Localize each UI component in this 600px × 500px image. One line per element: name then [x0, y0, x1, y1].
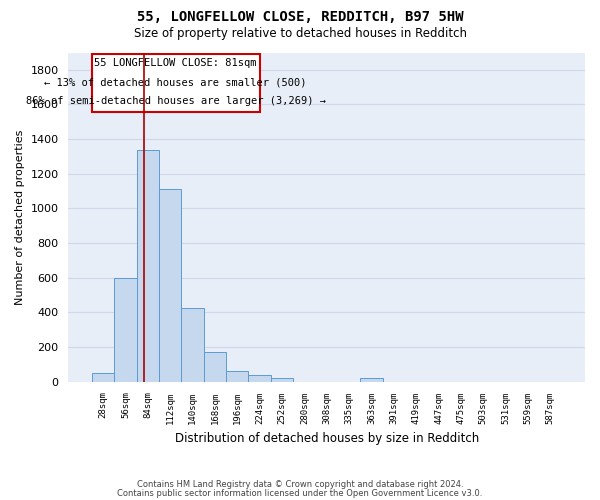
Bar	[92, 373, 114, 382]
Text: Contains public sector information licensed under the Open Government Licence v3: Contains public sector information licen…	[118, 488, 482, 498]
Text: 55, LONGFELLOW CLOSE, REDDITCH, B97 5HW: 55, LONGFELLOW CLOSE, REDDITCH, B97 5HW	[137, 10, 463, 24]
X-axis label: Distribution of detached houses by size in Redditch: Distribution of detached houses by size …	[175, 432, 479, 445]
Bar	[226, 372, 248, 382]
Bar	[248, 375, 271, 382]
Text: Contains HM Land Registry data © Crown copyright and database right 2024.: Contains HM Land Registry data © Crown c…	[137, 480, 463, 489]
Bar	[137, 150, 159, 382]
Bar	[271, 378, 293, 382]
Text: 55 LONGFELLOW CLOSE: 81sqm: 55 LONGFELLOW CLOSE: 81sqm	[94, 58, 257, 68]
Bar	[204, 352, 226, 382]
Bar	[360, 378, 383, 382]
FancyBboxPatch shape	[92, 54, 260, 112]
Bar	[114, 278, 137, 382]
Text: 86% of semi-detached houses are larger (3,269) →: 86% of semi-detached houses are larger (…	[26, 96, 326, 106]
Y-axis label: Number of detached properties: Number of detached properties	[15, 130, 25, 305]
Text: Size of property relative to detached houses in Redditch: Size of property relative to detached ho…	[133, 28, 467, 40]
Bar	[181, 308, 204, 382]
Bar	[159, 190, 181, 382]
Text: ← 13% of detached houses are smaller (500): ← 13% of detached houses are smaller (50…	[44, 78, 307, 88]
